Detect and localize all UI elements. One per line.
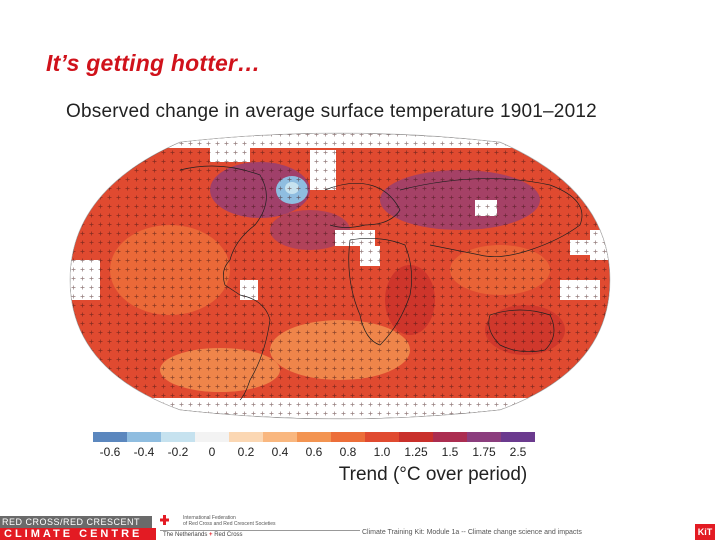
significance-markers <box>70 133 610 419</box>
colorbar-swatch <box>365 432 399 442</box>
globe-area <box>70 133 610 419</box>
colorbar-tick-label: -0.4 <box>133 445 155 459</box>
kit-footnote: Climate Training Kit: Module 1a -- Clima… <box>362 529 582 536</box>
red-cross-icon: + <box>209 532 213 538</box>
colorbar-swatch <box>195 432 229 442</box>
map-title: Observed change in average surface tempe… <box>66 101 597 122</box>
colorbar-tick-label: 1.5 <box>441 445 459 459</box>
colorbar-swatch <box>467 432 501 442</box>
slide-title: It’s getting hotter… <box>46 50 261 76</box>
nl-brand: Red Cross <box>214 532 243 538</box>
colorbar-tick-label: 2.5 <box>509 445 527 459</box>
climate-centre-logo-lower: CLIMATE CENTRE <box>0 528 156 540</box>
colorbar-tick-label: 1.0 <box>373 445 391 459</box>
colorbar-swatch <box>93 432 127 442</box>
colorbar-tick-label: -0.2 <box>167 445 189 459</box>
colorbar-tick-label: 0.4 <box>271 445 289 459</box>
colorbar-swatch <box>229 432 263 442</box>
kit-logo: KiT <box>695 524 715 540</box>
footer: RED CROSS/RED CRESCENT CLIMATE CENTRE In… <box>0 510 720 540</box>
colorbar-swatch <box>263 432 297 442</box>
globe-outline <box>69 132 611 420</box>
colorbar-swatch <box>399 432 433 442</box>
ifrc-logo: International Federation of Red Cross an… <box>160 514 303 528</box>
colorbar-tick-label: 0 <box>208 445 216 459</box>
colorbar-tick-label: -0.6 <box>99 445 121 459</box>
netherlands-red-cross-logo: The Netherlands + Red Cross <box>163 532 243 538</box>
ifrc-line-2: of Red Cross and Red Crescent Societies <box>183 521 276 527</box>
colorbar-tick-label: 1.25 <box>404 445 428 459</box>
footer-divider <box>160 530 360 531</box>
red-cross-crescent-icon <box>160 514 180 528</box>
colorbar <box>93 432 535 442</box>
temperature-trend-map <box>69 132 611 420</box>
colorbar-swatch <box>433 432 467 442</box>
colorbar-tick-label: 0.2 <box>237 445 255 459</box>
ifrc-line-1: International Federation <box>183 515 236 521</box>
colorbar-label: Trend (°C over period) <box>338 464 528 485</box>
climate-centre-logo-upper: RED CROSS/RED CRESCENT <box>0 516 152 528</box>
colorbar-swatch <box>501 432 535 442</box>
colorbar-ticks: -0.6 -0.4 -0.2 0 0.2 0.4 0.6 0.8 1.0 1.25 1.5 1.75 2… <box>93 445 569 461</box>
colorbar-tick-label: 0.8 <box>339 445 357 459</box>
nl-text: The Netherlands <box>163 532 208 538</box>
colorbar-swatch <box>127 432 161 442</box>
colorbar-tick-label: 0.6 <box>305 445 323 459</box>
colorbar-tick-label: 1.75 <box>472 445 496 459</box>
colorbar-swatch <box>331 432 365 442</box>
colorbar-swatch <box>297 432 331 442</box>
colorbar-swatch <box>161 432 195 442</box>
